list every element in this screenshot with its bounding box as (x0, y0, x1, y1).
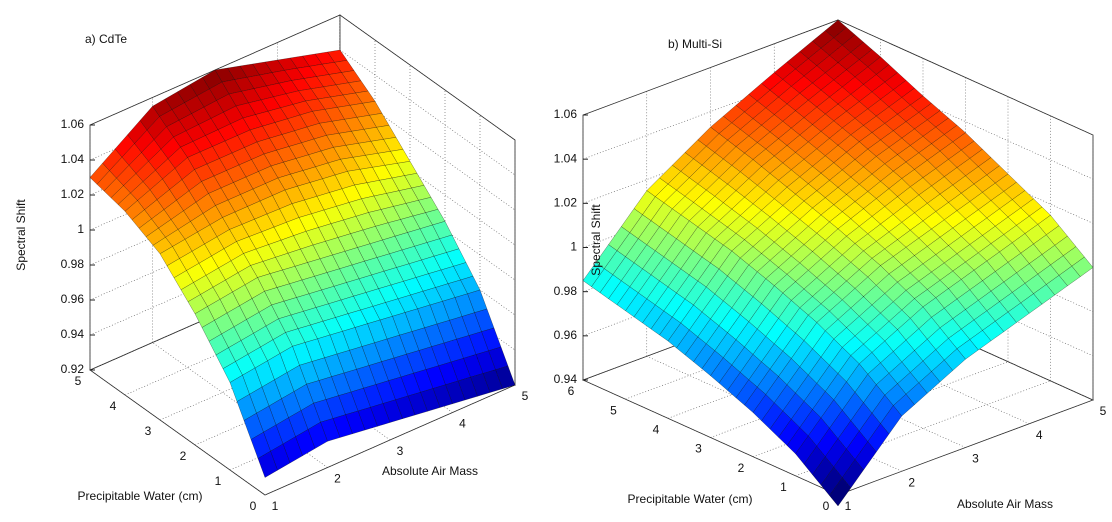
surface-cell (829, 477, 852, 507)
grid-line (582, 19, 839, 116)
y-axis-label: Precipitable Water (cm) (628, 492, 753, 506)
y-tick-label: 5 (610, 403, 617, 417)
y-tick-label: 2 (180, 449, 187, 463)
surface-chart: 1 2 3 4 5 0 1 2 3 4 5 60.94 0.96 0.98 1 1.02 1.04 1.06 b) … (554, 19, 1107, 513)
y-tick-label: 0 (823, 499, 830, 513)
x-tick-label: 5 (522, 389, 529, 403)
z-axis-label: Spectral Shift (14, 199, 28, 271)
grid-line (837, 399, 1094, 496)
x-tick-label: 4 (459, 417, 466, 431)
x-axis-label: Absolute Air Mass (957, 497, 1053, 511)
grid-line (89, 14, 341, 126)
grid-line (667, 323, 924, 419)
y-tick-label: 4 (110, 399, 117, 413)
y-tick-label: 3 (145, 424, 152, 438)
y-tick-label: 0 (250, 499, 257, 513)
z-tick-label: 0.92 (61, 362, 85, 376)
y-axis-label: Precipitable Water (cm) (78, 489, 203, 503)
z-tick-label: 1.04 (554, 151, 578, 165)
grid-line (159, 309, 411, 421)
x-tick-label: 3 (972, 452, 979, 466)
grid-line (582, 284, 839, 381)
grid-line (582, 63, 839, 160)
chart-title: b) Multi-Si (668, 37, 722, 51)
grid-line (194, 334, 446, 446)
surface-chart: 123450123450.920.940.960.9811.021.041.06… (14, 14, 529, 513)
z-tick-label: 0.96 (61, 292, 85, 306)
surface-cell (257, 450, 278, 478)
z-tick-label: 0.98 (554, 284, 578, 298)
grid-line (89, 224, 341, 336)
z-tick-label: 1 (77, 222, 84, 236)
y-tick-label: 5 (75, 374, 82, 388)
grid-line (124, 284, 376, 396)
y-tick-label: 3 (695, 442, 702, 456)
x-axis-label: Absolute Air Mass (382, 464, 478, 478)
z-tick-label: 1.06 (61, 117, 85, 131)
z-tick-label: 0.96 (554, 328, 578, 342)
z-axis-label: Spectral Shift (589, 204, 603, 276)
grid-line (89, 189, 341, 301)
grid-line (264, 384, 516, 496)
z-tick-label: 1.02 (554, 196, 578, 210)
y-tick-label: 4 (653, 423, 660, 437)
y-tick-label: 1 (780, 480, 787, 494)
y-tick-label: 1 (215, 474, 222, 488)
z-tick-label: 0.94 (554, 372, 578, 386)
z-tick-label: 1 (570, 240, 577, 254)
y-tick-label: 2 (738, 461, 745, 475)
z-tick-label: 1.06 (554, 107, 578, 121)
chart-title: a) CdTe (85, 32, 127, 46)
x-tick-label: 4 (1036, 428, 1043, 442)
grid-line (89, 154, 341, 266)
grid-line (582, 108, 839, 204)
x-tick-label: 2 (908, 475, 915, 489)
grid-line (710, 342, 966, 438)
x-tick-label: 1 (845, 499, 852, 513)
grid-line (625, 303, 881, 400)
x-tick-label: 1 (272, 499, 279, 513)
z-tick-label: 0.94 (61, 327, 85, 341)
grid-line (89, 259, 341, 371)
x-tick-label: 3 (397, 444, 404, 458)
z-tick-label: 1.04 (61, 152, 85, 166)
x-tick-label: 2 (334, 472, 341, 486)
x-tick-label: 5 (1100, 404, 1107, 418)
z-tick-label: 1.02 (61, 187, 85, 201)
grid-line (582, 240, 839, 337)
y-tick-label: 6 (568, 384, 575, 398)
z-tick-label: 0.98 (61, 257, 85, 271)
